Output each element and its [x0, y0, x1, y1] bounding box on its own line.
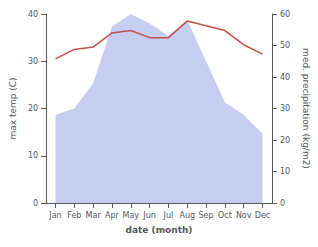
svg-text:May: May [122, 211, 139, 220]
svg-text:50: 50 [280, 41, 290, 50]
svg-text:Nov: Nov [236, 211, 252, 220]
svg-text:10: 10 [280, 167, 290, 176]
svg-text:Jan: Jan [48, 211, 61, 220]
svg-text:med. precipitation (kg/m2): med. precipitation (kg/m2) [301, 48, 311, 169]
svg-text:Feb: Feb [67, 211, 81, 220]
svg-text:40: 40 [28, 10, 38, 19]
svg-text:Mar: Mar [86, 211, 102, 220]
svg-text:Jun: Jun [142, 211, 156, 220]
svg-text:10: 10 [28, 151, 38, 160]
svg-text:30: 30 [280, 104, 290, 113]
svg-text:Aug: Aug [179, 211, 195, 220]
svg-text:Sep: Sep [199, 211, 214, 220]
svg-text:max temp (C): max temp (C) [8, 77, 18, 139]
svg-text:Dec: Dec [255, 211, 270, 220]
svg-text:0: 0 [33, 199, 38, 208]
svg-text:20: 20 [280, 136, 290, 145]
svg-text:20: 20 [28, 104, 38, 113]
svg-text:Apr: Apr [105, 211, 120, 220]
svg-text:Jul: Jul [163, 211, 174, 220]
svg-text:60: 60 [280, 10, 290, 19]
svg-text:date (month): date (month) [126, 225, 193, 235]
svg-text:40: 40 [280, 73, 290, 82]
svg-text:Oct: Oct [218, 211, 232, 220]
svg-text:0: 0 [280, 199, 285, 208]
svg-text:30: 30 [28, 57, 38, 66]
